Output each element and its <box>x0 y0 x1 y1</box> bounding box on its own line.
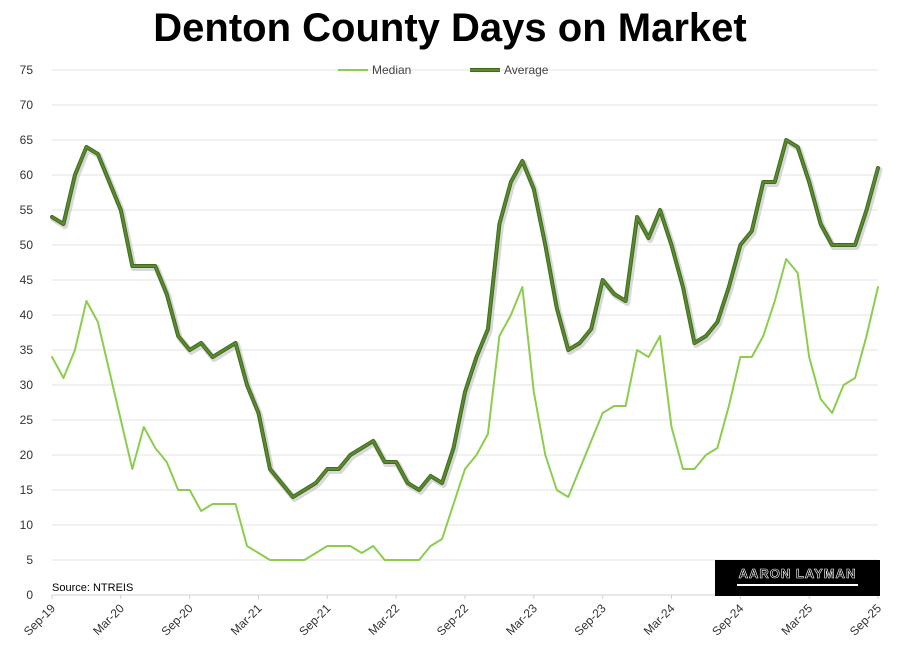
x-tick-label: Mar-21 <box>228 601 265 638</box>
y-tick-label: 10 <box>20 518 34 532</box>
series-median-line <box>51 258 879 561</box>
y-tick-label: 30 <box>20 378 34 392</box>
y-tick-label: 20 <box>20 448 34 462</box>
y-tick-label: 50 <box>20 238 34 252</box>
y-tick-label: 0 <box>26 588 33 602</box>
y-tick-label: 60 <box>20 168 34 182</box>
legend: Median Average <box>338 63 549 77</box>
x-axis: Sep-19 Mar-20 Sep-20 Mar-21 Sep-21 Mar-22 Sep-… <box>21 595 884 638</box>
y-tick-label: 65 <box>20 133 34 147</box>
legend-average-label: Average <box>504 63 549 77</box>
x-tick-label: Sep-20 <box>159 601 196 638</box>
x-tick-label: Sep-22 <box>434 601 471 638</box>
x-tick-label: Sep-21 <box>296 601 333 638</box>
y-tick-label: 70 <box>20 98 34 112</box>
x-tick-label: Mar-25 <box>779 601 816 638</box>
x-tick-label: Sep-25 <box>847 601 884 638</box>
y-axis: 0 5 10 15 20 25 30 35 40 45 50 55 60 65 70 75 <box>20 63 34 602</box>
x-tick-label: Mar-23 <box>503 601 540 638</box>
y-tick-label: 15 <box>20 483 34 497</box>
series-average-shadow <box>50 139 883 502</box>
brand-logo-text: AARON LAYMAN <box>738 566 857 582</box>
x-tick-label: Mar-20 <box>90 601 127 638</box>
x-tick-label: Sep-23 <box>572 601 609 638</box>
y-tick-label: 25 <box>20 413 34 427</box>
x-tick-label: Mar-22 <box>366 601 403 638</box>
y-tick-label: 55 <box>20 203 34 217</box>
y-tick-label: 75 <box>20 63 34 77</box>
legend-median-label: Median <box>372 63 411 77</box>
y-tick-label: 35 <box>20 343 34 357</box>
y-tick-label: 45 <box>20 273 34 287</box>
x-tick-label: Mar-24 <box>641 601 678 638</box>
y-tick-label: 40 <box>20 308 34 322</box>
series-lines <box>50 138 883 561</box>
source-label: Source: NTREIS <box>52 582 133 594</box>
y-tick-label: 5 <box>26 553 33 567</box>
x-tick-label: Sep-19 <box>21 601 58 638</box>
brand-logo-underline <box>737 584 858 586</box>
chart-title: Denton County Days on Market <box>153 6 747 50</box>
brand-logo: AARON LAYMAN <box>715 560 880 596</box>
x-tick-label: Sep-24 <box>709 601 746 638</box>
series-average-highlight <box>51 139 879 498</box>
